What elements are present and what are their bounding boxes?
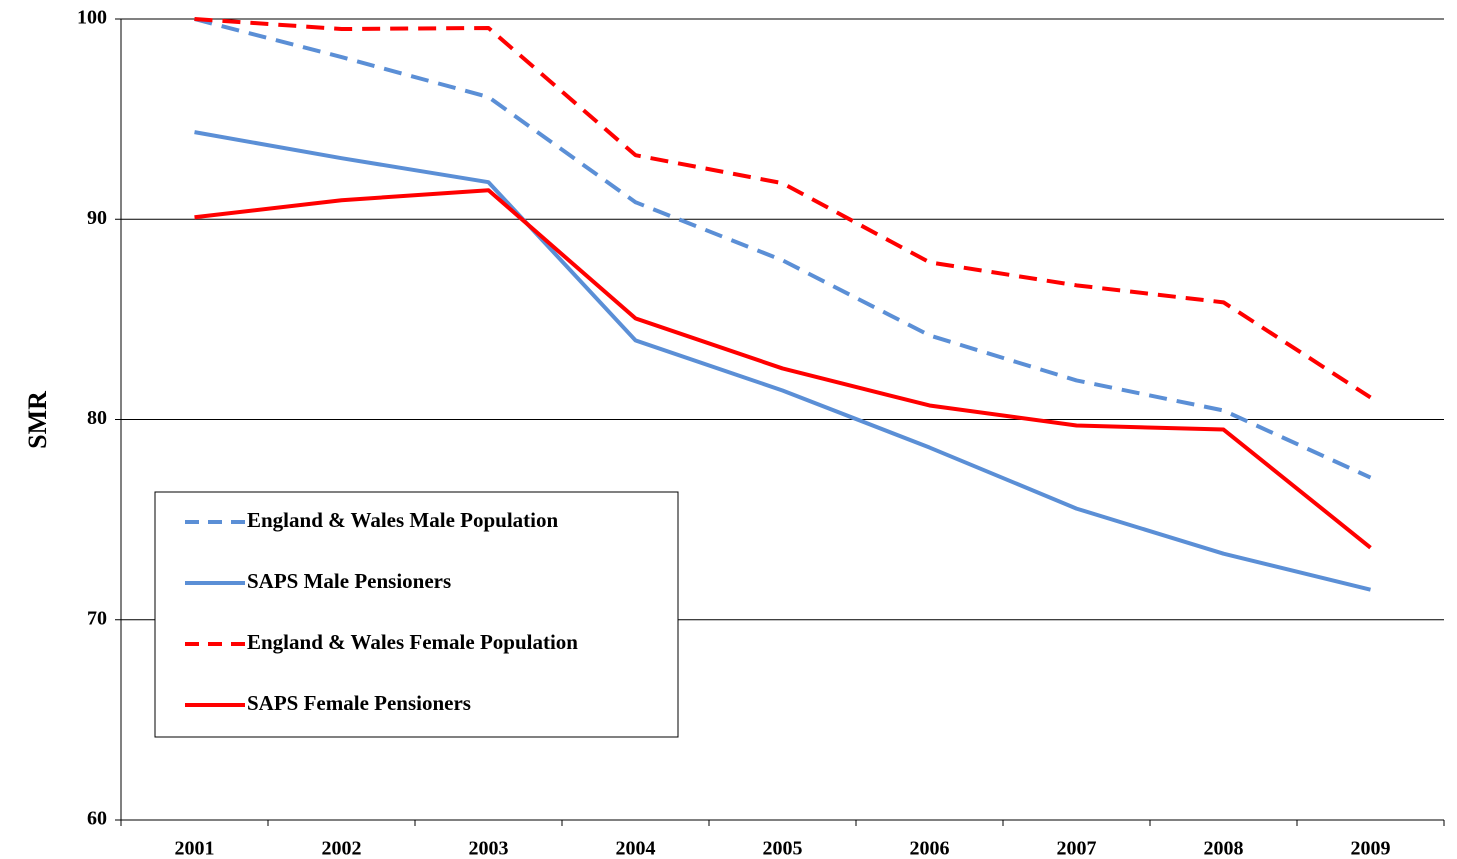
y-tick-label: 100	[77, 7, 107, 29]
legend-label: England & Wales Male Population	[247, 508, 558, 532]
legend-label: SAPS Male Pensioners	[247, 569, 451, 593]
legend-box	[154, 491, 679, 738]
y-tick-label: 90	[87, 207, 107, 229]
y-tick-label: 80	[87, 407, 107, 429]
x-tick-label: 2008	[1204, 838, 1244, 859]
x-tick-label: 2004	[616, 838, 656, 859]
y-tick-label: 70	[87, 607, 107, 629]
x-tick-label: 2005	[763, 838, 803, 859]
x-tick-label: 2009	[1351, 838, 1391, 859]
y-tick-label: 60	[87, 808, 107, 830]
line-series	[194, 130, 1371, 592]
x-tick-label: 2003	[469, 838, 509, 859]
legend-label: England & Wales Female Population	[247, 630, 578, 654]
x-tick-label: 2006	[910, 838, 950, 859]
x-tick-label: 2001	[175, 838, 215, 859]
line-series	[193, 17, 1372, 480]
line-series	[194, 188, 1372, 550]
legend-label: SAPS Female Pensioners	[247, 691, 471, 715]
x-tick-label: 2007	[1057, 838, 1097, 859]
x-tick-label: 2002	[322, 838, 362, 859]
y-axis-label: SMR	[23, 391, 52, 449]
line-series	[194, 17, 1372, 400]
